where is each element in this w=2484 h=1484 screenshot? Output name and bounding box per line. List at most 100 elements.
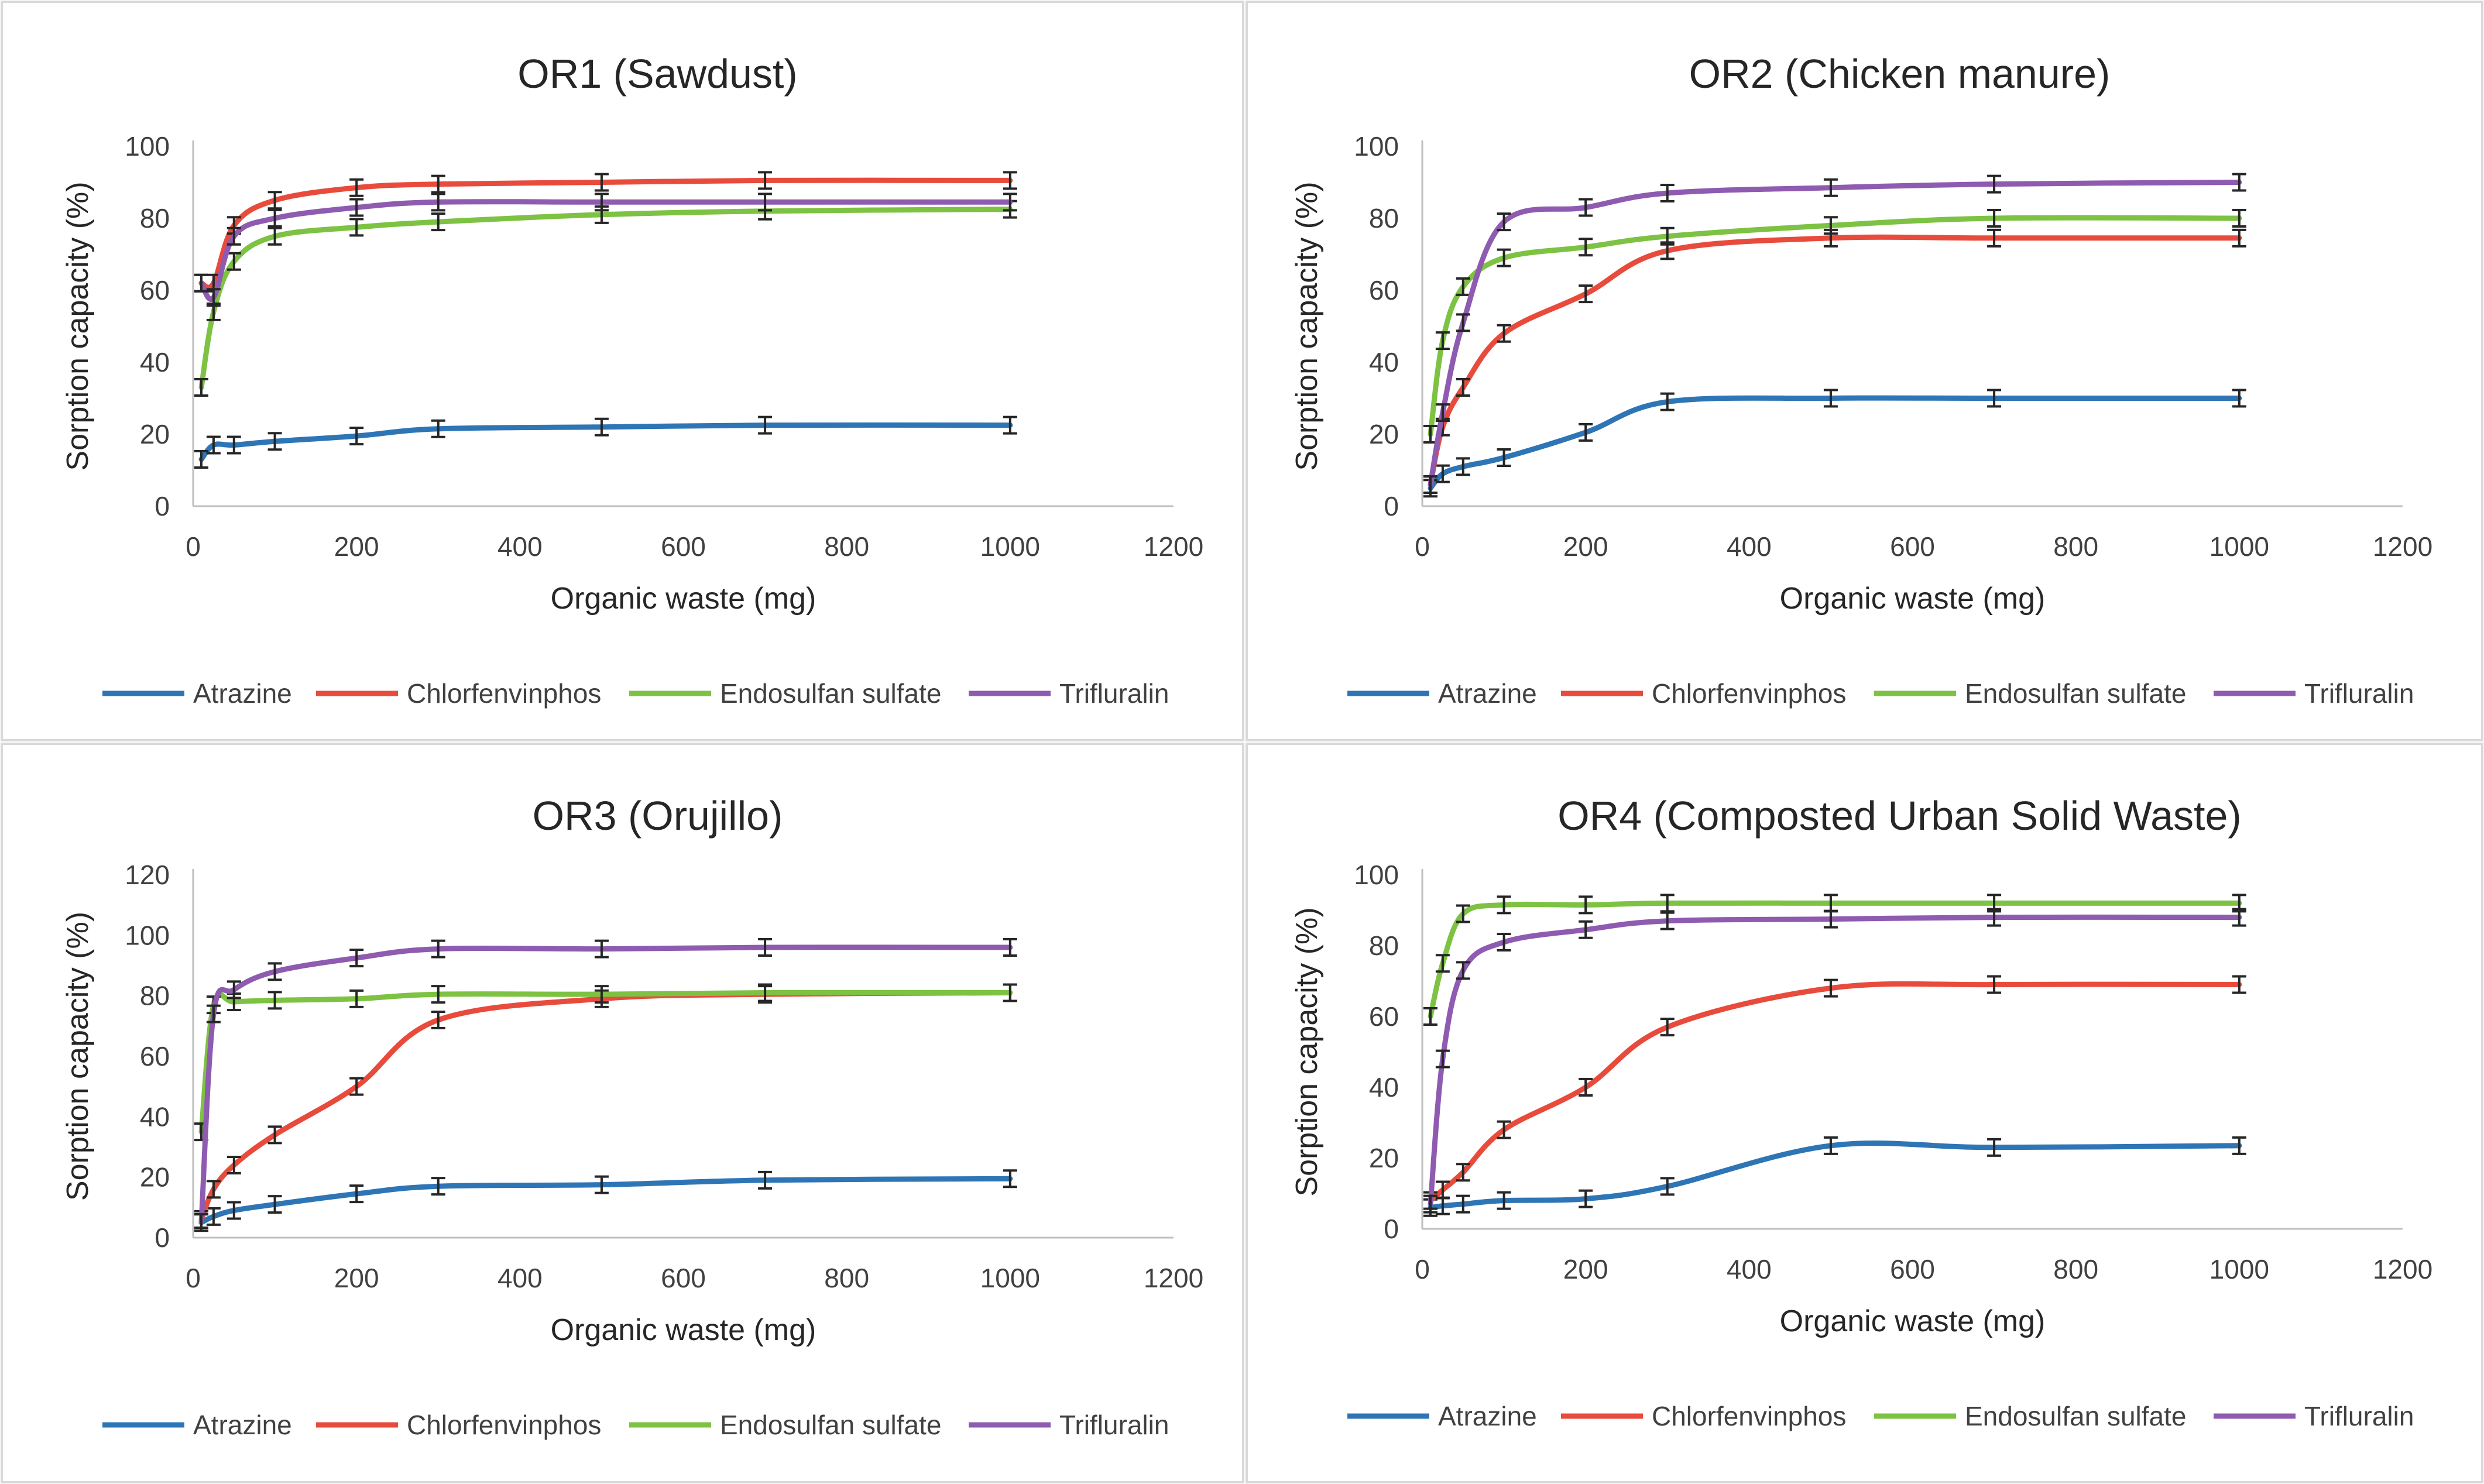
data-point: [227, 1201, 241, 1220]
x-tick-label: 200: [334, 1263, 379, 1293]
data-point: [1423, 1007, 1437, 1026]
data-point: [431, 193, 445, 212]
x-tick-label: 800: [824, 1263, 869, 1293]
x-tick-label: 400: [498, 1263, 543, 1293]
data-point: [227, 252, 241, 271]
x-tick-label: 200: [1563, 1254, 1608, 1284]
legend-item: Endosulfan sulfate: [629, 678, 942, 709]
data-point: [1823, 389, 1838, 408]
data-point: [431, 985, 445, 1004]
data-point: [1987, 975, 2002, 994]
data-point: [206, 288, 221, 307]
y-tick-label: 80: [140, 203, 170, 233]
legend-item: Chlorfenvinphos: [1561, 678, 1846, 709]
x-tick-label: 1200: [2373, 1254, 2432, 1284]
data-point: [1823, 178, 1838, 197]
data-point: [1003, 415, 1017, 435]
x-tick-label: 1000: [980, 531, 1040, 562]
data-point: [1579, 284, 1593, 304]
data-point: [194, 273, 208, 293]
x-tick-label: 800: [824, 531, 869, 562]
y-tick-label: 40: [140, 1101, 170, 1132]
x-axis-title: Organic waste (mg): [1780, 1304, 2046, 1338]
y-axis-title: Sorption capacity (%): [1290, 907, 1324, 1196]
x-tick-label: 600: [1890, 1254, 1935, 1284]
y-tick-label: 20: [1369, 419, 1399, 449]
data-point: [349, 989, 364, 1008]
data-point: [1579, 1189, 1593, 1208]
data-point: [1435, 1049, 1450, 1069]
data-point: [194, 1213, 208, 1232]
data-point: [758, 415, 773, 435]
data-point: [1435, 464, 1450, 483]
series-line-endosulfan-sulfate: [198, 207, 1013, 390]
y-tick-label: 20: [140, 1162, 170, 1193]
data-point: [349, 1077, 364, 1096]
data-point: [1987, 174, 2002, 194]
data-point: [1435, 403, 1450, 422]
chart-title: OR2 (Chicken manure): [1689, 51, 2111, 97]
data-point: [194, 378, 208, 397]
data-point: [1456, 1163, 1470, 1182]
data-point: [1435, 1180, 1450, 1200]
data-point: [1579, 1078, 1593, 1097]
data-point: [1579, 238, 1593, 257]
data-point: [594, 193, 609, 212]
data-point: [1456, 961, 1470, 980]
data-point: [431, 1177, 445, 1196]
data-point: [1435, 954, 1450, 973]
x-tick-label: 1200: [1144, 531, 1203, 562]
chart-border: [1, 1, 1244, 741]
data-point: [1456, 313, 1470, 332]
data-point: [206, 1004, 221, 1023]
data-point: [1987, 908, 2002, 927]
legend-label: Endosulfan sulfate: [1965, 678, 2187, 709]
data-point: [1003, 193, 1017, 212]
y-tick-label: 20: [140, 419, 170, 449]
x-tick-label: 1200: [2373, 531, 2432, 562]
x-tick-label: 600: [661, 1263, 706, 1293]
data-point: [431, 174, 445, 194]
legend-label: Chlorfenvinphos: [1652, 678, 1846, 709]
data-point: [1456, 1194, 1470, 1214]
x-tick-label: 600: [1890, 531, 1935, 562]
data-point: [267, 432, 282, 451]
data-point: [1003, 171, 1017, 190]
data-point: [1579, 920, 1593, 939]
legend-label: Atrazine: [1438, 678, 1537, 709]
data-point: [1423, 475, 1437, 494]
data-point: [594, 985, 609, 1004]
y-tick-label: 100: [1354, 860, 1399, 890]
legend-label: Chlorfenvinphos: [407, 1410, 601, 1440]
legend-label: Trifluralin: [2304, 1401, 2414, 1431]
data-point: [1660, 183, 1675, 202]
y-tick-label: 100: [125, 131, 170, 162]
y-tick-label: 60: [1369, 1001, 1399, 1032]
y-tick-label: 100: [1354, 131, 1399, 162]
legend-item: Trifluralin: [969, 678, 1169, 709]
legend-label: Chlorfenvinphos: [1652, 1401, 1846, 1431]
x-tick-label: 800: [2053, 1254, 2098, 1284]
chart-border: [1, 743, 1244, 1483]
legend-item: Chlorfenvinphos: [316, 1410, 601, 1440]
x-tick-label: 200: [1563, 531, 1608, 562]
data-point: [1456, 457, 1470, 476]
data-point: [1497, 932, 1511, 951]
chart-title: OR4 (Composted Urban Solid Waste): [1557, 793, 2241, 839]
data-point: [349, 949, 364, 968]
legend-item: Trifluralin: [2214, 678, 2414, 709]
data-point: [2232, 173, 2246, 192]
data-point: [267, 962, 282, 981]
legend-item: Atrazine: [102, 1410, 292, 1440]
legend-item: Atrazine: [1347, 678, 1537, 709]
x-axis-title: Organic waste (mg): [551, 1313, 816, 1347]
x-tick-label: 1200: [1144, 1263, 1203, 1293]
y-tick-label: 100: [125, 920, 170, 950]
chart-title: OR3 (Orujillo): [533, 793, 783, 839]
data-point: [1987, 389, 2002, 408]
chart-panel-4: OR4 (Composted Urban Solid Waste) 0 20 40 60…: [1246, 743, 2483, 1483]
x-tick-label: 200: [334, 531, 379, 562]
